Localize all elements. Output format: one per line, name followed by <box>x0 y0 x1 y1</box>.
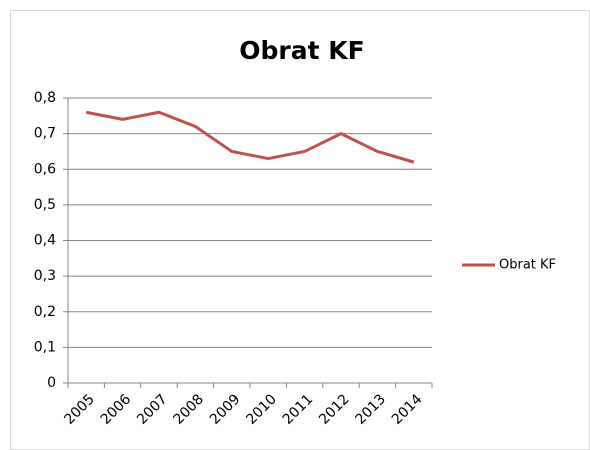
y-tick-label: 0,6 <box>34 161 56 177</box>
y-tick-label: 0,3 <box>34 268 56 284</box>
chart-title: Obrat KF <box>239 36 364 65</box>
chart-border <box>10 10 590 450</box>
y-tick-label: 0,5 <box>34 197 56 213</box>
y-tick-label: 0,1 <box>34 339 56 355</box>
y-tick-label: 0,8 <box>34 90 56 106</box>
y-tick-label: 0,4 <box>34 233 56 249</box>
y-tick-label: 0 <box>47 375 56 391</box>
legend-label: Obrat KF <box>499 258 556 273</box>
y-tick-label: 0,2 <box>34 304 56 320</box>
y-tick-label: 0,7 <box>34 126 56 142</box>
series-line <box>85 110 415 164</box>
